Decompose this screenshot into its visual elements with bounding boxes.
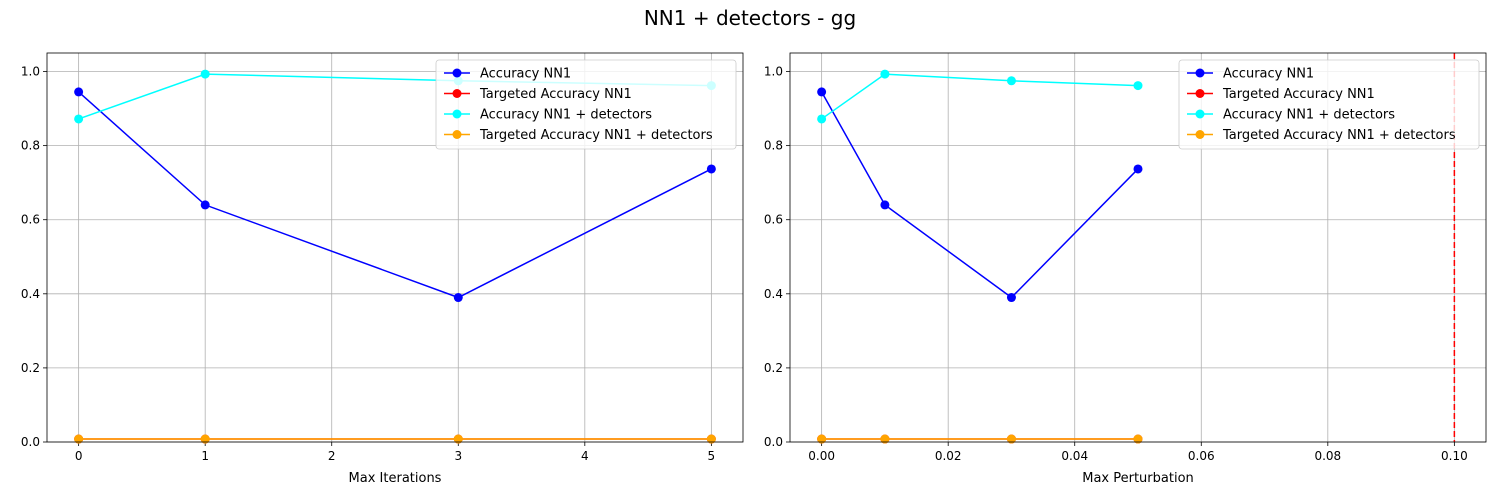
x-axis-label: Max Perturbation	[1082, 471, 1194, 486]
x-tick-label: 0	[75, 449, 83, 463]
x-tick-label: 0.08	[1314, 449, 1341, 463]
data-point	[817, 434, 827, 444]
subplot-1: 0 1 2 3 4 5 0.0 0.2 0.4 0.6 0.8 1.0 Max Iterations Ac…	[21, 52, 744, 486]
x-tick-label: 3	[454, 449, 462, 463]
legend-entry: Targeted Accuracy NN1	[1222, 87, 1375, 102]
data-point	[74, 434, 84, 444]
subplot-2: 0.00 0.02 0.04 0.06 0.08 0.10 0.0 0.2 0.4 0.6 0.8 1…	[764, 52, 1487, 486]
legend-swatch-marker	[1195, 68, 1205, 78]
legend-entry: Targeted Accuracy NN1	[479, 87, 632, 102]
legend-entry: Accuracy NN1 + detectors	[480, 108, 652, 123]
y-tick-label: 0.6	[764, 213, 783, 227]
data-point	[74, 114, 84, 124]
legend-entry: Accuracy NN1	[480, 67, 571, 82]
data-point	[453, 434, 463, 444]
legend-box	[1178, 59, 1480, 150]
y-tick-label: 1.0	[764, 65, 783, 79]
legend-swatch-marker	[452, 130, 462, 139]
legend-swatch-marker	[1195, 130, 1205, 139]
x-tick-label: 0.04	[1061, 449, 1088, 463]
data-point	[200, 69, 210, 79]
x-tick-label: 0.06	[1188, 449, 1215, 463]
data-point	[453, 293, 463, 303]
legend-entry: Accuracy NN1 + detectors	[1223, 108, 1395, 123]
y-tick-label: 0.4	[21, 287, 40, 301]
data-point	[706, 164, 716, 174]
y-tick-label: 1.0	[21, 65, 40, 79]
legend-entry: Targeted Accuracy NN1 + detectors	[479, 128, 713, 143]
y-tick-label: 0.0	[764, 435, 783, 449]
legend-entry: Accuracy NN1	[1223, 67, 1314, 82]
x-tick-label: 0.00	[808, 449, 835, 463]
legend-entry: Targeted Accuracy NN1 + detectors	[1222, 128, 1456, 143]
x-tick-label: 5	[708, 449, 716, 463]
x-tick-label: 0.10	[1441, 449, 1468, 463]
legend-swatch-marker	[452, 89, 462, 98]
axes-frame	[46, 52, 744, 443]
series-line-3	[821, 73, 1139, 120]
legend: Accuracy NN1 Targeted Accuracy NN1 Accurac…	[1178, 59, 1480, 150]
data-point	[1006, 434, 1016, 444]
y-tick-label: 0.2	[21, 361, 40, 375]
data-point	[1133, 81, 1143, 91]
data-point	[817, 87, 827, 97]
legend: Accuracy NN1 Targeted Accuracy NN1 Accurac…	[435, 59, 737, 150]
data-point	[880, 434, 890, 444]
axes-frame	[789, 52, 1487, 443]
data-point	[817, 114, 827, 124]
y-tick-label: 0.2	[764, 361, 783, 375]
series-line-1	[78, 91, 712, 299]
series-line-1	[820, 91, 1139, 299]
legend-swatch-marker	[452, 109, 462, 119]
x-tick-label: 1	[201, 449, 209, 463]
y-tick-label: 0.8	[764, 139, 783, 153]
data-point	[880, 69, 890, 79]
legend-box	[435, 59, 737, 150]
legend-swatch-marker	[1195, 109, 1205, 119]
figure-title: NN1 + detectors - gg	[643, 6, 857, 30]
data-point	[706, 434, 716, 444]
y-tick-label: 0.4	[764, 287, 783, 301]
data-point	[880, 200, 890, 210]
data-point	[1006, 76, 1016, 86]
data-point	[1006, 293, 1016, 303]
x-tick-label: 2	[328, 449, 336, 463]
data-point	[1133, 164, 1143, 174]
data-point	[200, 200, 210, 210]
x-tick-label: 4	[581, 449, 589, 463]
legend-swatch-marker	[1195, 89, 1205, 98]
legend-swatch-marker	[452, 68, 462, 78]
data-point	[200, 434, 210, 444]
x-axis-label: Max Iterations	[349, 471, 442, 486]
y-tick-label: 0.0	[21, 435, 40, 449]
y-tick-label: 0.8	[21, 139, 40, 153]
data-point	[74, 87, 84, 97]
y-tick-label: 0.6	[21, 213, 40, 227]
data-point	[1133, 434, 1143, 444]
x-tick-label: 0.02	[935, 449, 962, 463]
